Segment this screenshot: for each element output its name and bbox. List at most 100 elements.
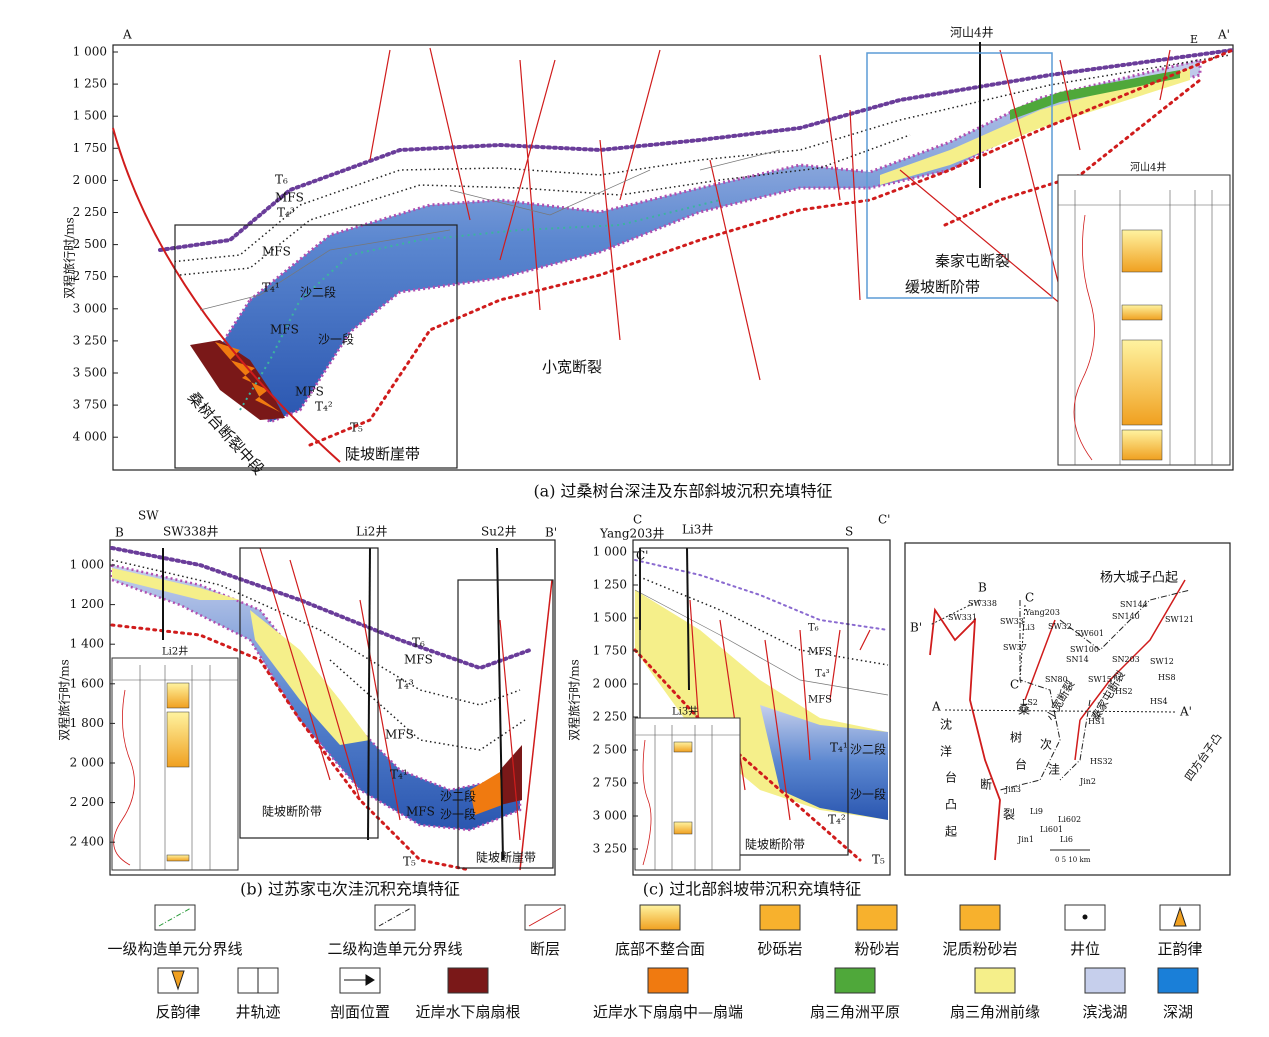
map-label: Jin1 <box>1017 835 1034 844</box>
map-label: HS4 <box>1150 697 1168 706</box>
map-label: 起 <box>945 825 957 839</box>
map-label: 台 <box>945 770 957 785</box>
legend-label: 深湖 <box>1163 1003 1193 1021</box>
label: 缓坡断阶带 <box>905 278 980 296</box>
map-label: 沈 <box>940 717 952 732</box>
label: C <box>633 513 642 527</box>
y-tick-label: 1 000 <box>70 558 104 572</box>
legend-swatch <box>974 967 1016 994</box>
label: 河山4井 <box>950 26 994 40</box>
panel-b: B B' SW SW338井 Li2井 Su2井 T₆ MFS T₄³ MFS … <box>57 509 558 899</box>
y-axis-label: 双程旅行时/ms <box>57 659 72 741</box>
legend-label: 底部不整合面 <box>615 940 705 958</box>
map-label: 杨大城子凸起 <box>1100 571 1178 586</box>
label: Li3井 <box>682 523 713 537</box>
map-label: 洼 <box>1048 763 1060 777</box>
label: A' <box>1217 28 1230 42</box>
map-label: 断 <box>980 777 992 792</box>
map-label: SW100 <box>1070 645 1099 654</box>
y-tick-label: 3 500 <box>73 366 107 380</box>
map-label: SW33 <box>1000 617 1024 626</box>
label: T₄² <box>828 813 846 827</box>
frame <box>109 539 556 876</box>
map-label: Li602 <box>1058 815 1081 824</box>
map-label: A' <box>1179 705 1192 719</box>
y-tick-label: 2 000 <box>73 173 107 187</box>
legend-swatch <box>639 904 681 931</box>
y-tick-label: 3 000 <box>73 301 107 315</box>
legend-label: 二级构造单元分界线 <box>327 940 462 958</box>
y-tick-label: 1 250 <box>593 578 627 592</box>
fan-delta-front <box>112 568 240 600</box>
y-tick-label: 2 750 <box>593 776 627 790</box>
map-label: 次 <box>1040 738 1052 752</box>
y-tick-label: 1 500 <box>73 109 107 123</box>
map-label: HS8 <box>1158 673 1176 682</box>
label: 沙二段 <box>300 285 336 300</box>
legend-line <box>378 907 412 927</box>
map-label: SW121 <box>1165 615 1194 624</box>
legend-label: 剖面位置 <box>330 1003 390 1021</box>
map-label: 四方台子凸 <box>1181 730 1224 783</box>
map-label: SW32 <box>1048 622 1072 631</box>
label: T₄¹ <box>390 768 408 782</box>
legend-label: 粉砂岩 <box>854 940 899 958</box>
legend-line <box>528 907 562 927</box>
zone-box <box>457 579 554 869</box>
label: C' <box>878 513 890 527</box>
legend-swatch <box>154 904 196 931</box>
fan-delta-front <box>880 68 1190 185</box>
t6-line <box>634 559 889 631</box>
label: T₄³ <box>277 206 295 220</box>
caption: (a) 过桑树台深洼及东部斜坡沉积充填特征 <box>533 482 832 501</box>
map-label: Li3 <box>1022 623 1035 632</box>
t6-line <box>158 48 1235 252</box>
legend-label: 反韵律 <box>155 1003 200 1021</box>
label: 陡坡断阶带 <box>262 804 322 819</box>
thin-lines <box>199 149 781 311</box>
legend-label: 近岸水下扇扇中—扇端 <box>593 1003 743 1021</box>
label: 小宽断裂 <box>542 358 602 376</box>
map-label: SW37 <box>1003 643 1027 652</box>
well-track <box>686 547 690 691</box>
t4-line <box>179 134 911 276</box>
faults <box>369 47 1171 381</box>
label: S <box>845 525 853 539</box>
label: 秦家屯断裂 <box>935 252 1010 270</box>
frame <box>112 44 1234 471</box>
panel-map <box>904 542 1231 876</box>
fan-delta-plain <box>1010 70 1180 120</box>
t5-line <box>110 623 472 872</box>
map-label: SW338 <box>968 599 997 608</box>
map-label: 0 5 10 km <box>1055 856 1091 864</box>
frame <box>904 542 1231 876</box>
fan-root <box>500 745 522 805</box>
map-label: SW12 <box>1150 657 1174 666</box>
boundary-fault <box>929 607 1001 861</box>
mfs-green <box>239 199 721 411</box>
zone-box <box>866 52 1053 299</box>
section-line <box>929 599 1026 681</box>
y-tick-label: 3 750 <box>73 398 107 412</box>
y-tick-label: 1 500 <box>593 611 627 625</box>
label: MFS <box>262 245 291 259</box>
well-track <box>367 547 371 841</box>
label: Li2井 <box>162 645 188 658</box>
well-log-inset <box>634 717 741 871</box>
label: MFS <box>385 728 414 742</box>
y-tick-label: 2 250 <box>593 710 627 724</box>
label: A <box>122 28 132 42</box>
y-tick-label: 2 000 <box>593 677 627 691</box>
label: T₆ <box>412 636 425 650</box>
label: E <box>1190 33 1198 46</box>
legend-arrow <box>344 974 375 986</box>
legend-label: 断层 <box>530 940 560 958</box>
legend-dot <box>1082 914 1088 920</box>
faults <box>1024 579 1186 761</box>
label: MFS <box>270 323 299 337</box>
legend-tri <box>1173 906 1187 927</box>
legend-swatch <box>959 904 1001 931</box>
map-label: B <box>978 581 987 595</box>
y-tick-label: 2 200 <box>70 795 104 809</box>
legend-label: 一级构造单元分界线 <box>107 940 242 958</box>
